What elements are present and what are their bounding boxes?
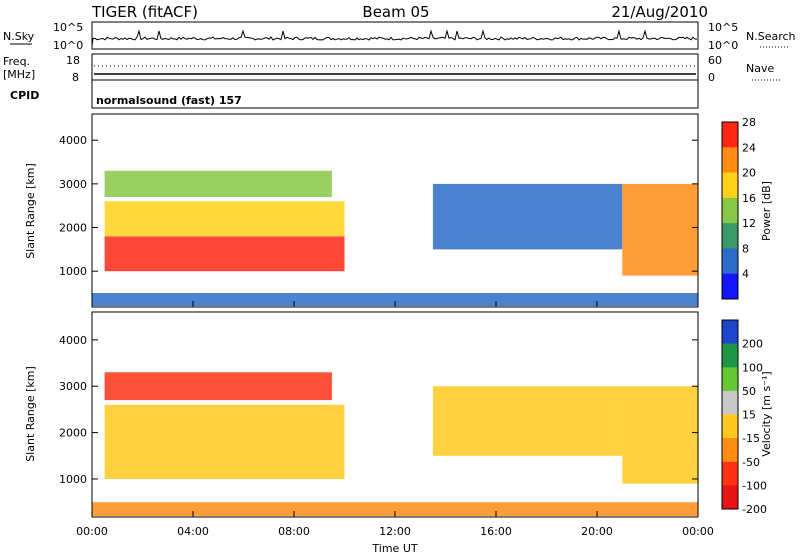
- velocity-xaxis: 00:00 04:00 08:00 12:00 16:00 20:00 00:00: [76, 301, 714, 538]
- power-region-3: [432, 183, 623, 250]
- power-region-1: [104, 201, 345, 237]
- velocity-panel: 1000 2000 3000 4000 Slant Range [km] 200 100…: [24, 301, 773, 554]
- velocity-ytick-label-2: 3000: [59, 380, 87, 393]
- nave-tick-low: 0: [708, 71, 715, 84]
- velocity-data-layer: [92, 372, 699, 517]
- xtick-label-6: 00:00: [682, 525, 714, 538]
- power-colorbar-swatch-0: [722, 122, 738, 148]
- velocity-colorbar-label: Velocity [m s⁻¹]: [760, 371, 773, 456]
- power-panel: 1000 2000 3000 4000 Slant Range [km] 4 8 12 16…: [24, 113, 773, 308]
- power-colorbar: 4 8 12 16 20 24 28: [721, 116, 756, 300]
- velocity-region-2: [432, 386, 623, 456]
- nsky-strip-frame: [91, 21, 699, 50]
- power-colorbar-tick-0: 4: [742, 268, 749, 281]
- power-colorbar-tick-2: 12: [742, 217, 756, 230]
- power-colorbar-swatch-6: [722, 273, 738, 300]
- xtick-label-1: 04:00: [177, 525, 209, 538]
- power-region-0: [104, 236, 345, 272]
- freq-unit: [MHz]: [3, 68, 35, 81]
- power-region-2: [104, 170, 332, 197]
- power-region-4: [622, 183, 699, 276]
- nsky-tick-low: 10^0: [53, 39, 83, 52]
- radar-title: TIGER (fitACF): [91, 3, 198, 21]
- velocity-colorbar-swatch-3: [722, 390, 738, 415]
- power-colorbar-tick-1: 8: [742, 242, 749, 255]
- power-colorbar-swatch-5: [722, 248, 738, 275]
- velocity-ytick-label-1: 2000: [59, 427, 87, 440]
- power-colorbar-swatch-3: [722, 197, 738, 224]
- velocity-colorbar-frame: [721, 319, 739, 510]
- velocity-colorbar-swatch-4: [722, 414, 738, 439]
- cpid-label: CPID: [10, 89, 39, 102]
- freq-tick-low: 8: [72, 71, 79, 84]
- velocity-colorbar-tick-2: 50: [742, 385, 756, 398]
- xtick-label-2: 08:00: [278, 525, 310, 538]
- date-label: 21/Aug/2010: [611, 3, 708, 21]
- xtick-label-4: 16:00: [480, 525, 512, 538]
- power-colorbar-tick-6: 28: [742, 116, 756, 129]
- xtick-label-5: 20:00: [581, 525, 613, 538]
- velocity-yaxis: 1000 2000 3000 4000: [59, 334, 698, 486]
- velocity-region-4: [92, 502, 698, 517]
- freq-tick-high: 18: [66, 54, 80, 67]
- power-ytick-label-0: 1000: [59, 265, 87, 278]
- freq-label: Freq.: [3, 55, 30, 68]
- power-ytick-label-1: 2000: [59, 222, 87, 235]
- velocity-colorbar-tick-7: -200: [742, 503, 767, 516]
- velocity-region-0: [104, 404, 345, 479]
- velocity-colorbar-swatch-1: [722, 343, 738, 368]
- beam-label: Beam 05: [362, 3, 429, 21]
- velocity-colorbar-tick-1: 100: [742, 361, 763, 374]
- velocity-colorbar-tick-3: 15: [742, 409, 756, 422]
- xtick-label-0: 00:00: [76, 525, 108, 538]
- velocity-colorbar-swatch-7: [722, 485, 738, 510]
- power-data-layer: [92, 170, 699, 307]
- power-yaxis: 1000 2000 3000 4000: [59, 134, 698, 278]
- velocity-ytick-label-3: 4000: [59, 334, 87, 347]
- velocity-colorbar-swatch-6: [722, 461, 738, 486]
- nsearch-tick-high: 10^5: [708, 21, 738, 34]
- power-colorbar-tick-3: 16: [742, 192, 756, 205]
- velocity-colorbar-swatch-0: [722, 320, 738, 345]
- nsky-tick-high: 10^5: [53, 21, 83, 34]
- nsearch-label: N.Search: [746, 30, 796, 43]
- nsky-trace: [91, 29, 698, 47]
- power-colorbar-frame: [721, 121, 739, 300]
- nsky-label: N.Sky: [3, 30, 35, 43]
- velocity-colorbar-tick-6: -100: [742, 479, 767, 492]
- power-region-5: [92, 293, 698, 307]
- velocity-xlabel: Time UT: [371, 542, 417, 554]
- freq-strip-frame: [91, 53, 699, 81]
- velocity-colorbar: 200 100 50 15 -15 -50 -100 -200: [721, 319, 767, 516]
- velocity-colorbar-swatch-5: [722, 438, 738, 463]
- cpid-strip-frame: [91, 79, 699, 109]
- power-ytick-label-3: 4000: [59, 134, 87, 147]
- nave-tick-high: 60: [708, 54, 722, 67]
- nsearch-tick-low: 10^0: [708, 39, 738, 52]
- power-colorbar-tick-4: 20: [742, 167, 756, 180]
- power-ylabel: Slant Range [km]: [24, 163, 37, 259]
- xtick-label-3: 12:00: [379, 525, 411, 538]
- nave-label: Nave: [746, 62, 774, 75]
- power-colorbar-swatch-1: [722, 147, 738, 174]
- power-colorbar-swatch-2: [722, 172, 738, 199]
- power-colorbar-label: Power [dB]: [760, 181, 773, 241]
- velocity-colorbar-swatch-2: [722, 367, 738, 392]
- power-colorbar-tick-5: 24: [742, 141, 756, 154]
- velocity-region-3: [622, 386, 699, 484]
- power-colorbar-swatch-4: [722, 223, 738, 249]
- velocity-ylabel: Slant Range [km]: [24, 366, 37, 462]
- velocity-colorbar-tick-4: -15: [742, 432, 760, 445]
- velocity-colorbar-tick-0: 200: [742, 338, 763, 351]
- cpid-text: normalsound (fast) 157: [96, 94, 242, 107]
- power-ytick-label-2: 3000: [59, 178, 87, 191]
- velocity-ytick-label-0: 1000: [59, 473, 87, 486]
- velocity-colorbar-tick-5: -50: [742, 456, 760, 469]
- velocity-region-1: [104, 372, 332, 401]
